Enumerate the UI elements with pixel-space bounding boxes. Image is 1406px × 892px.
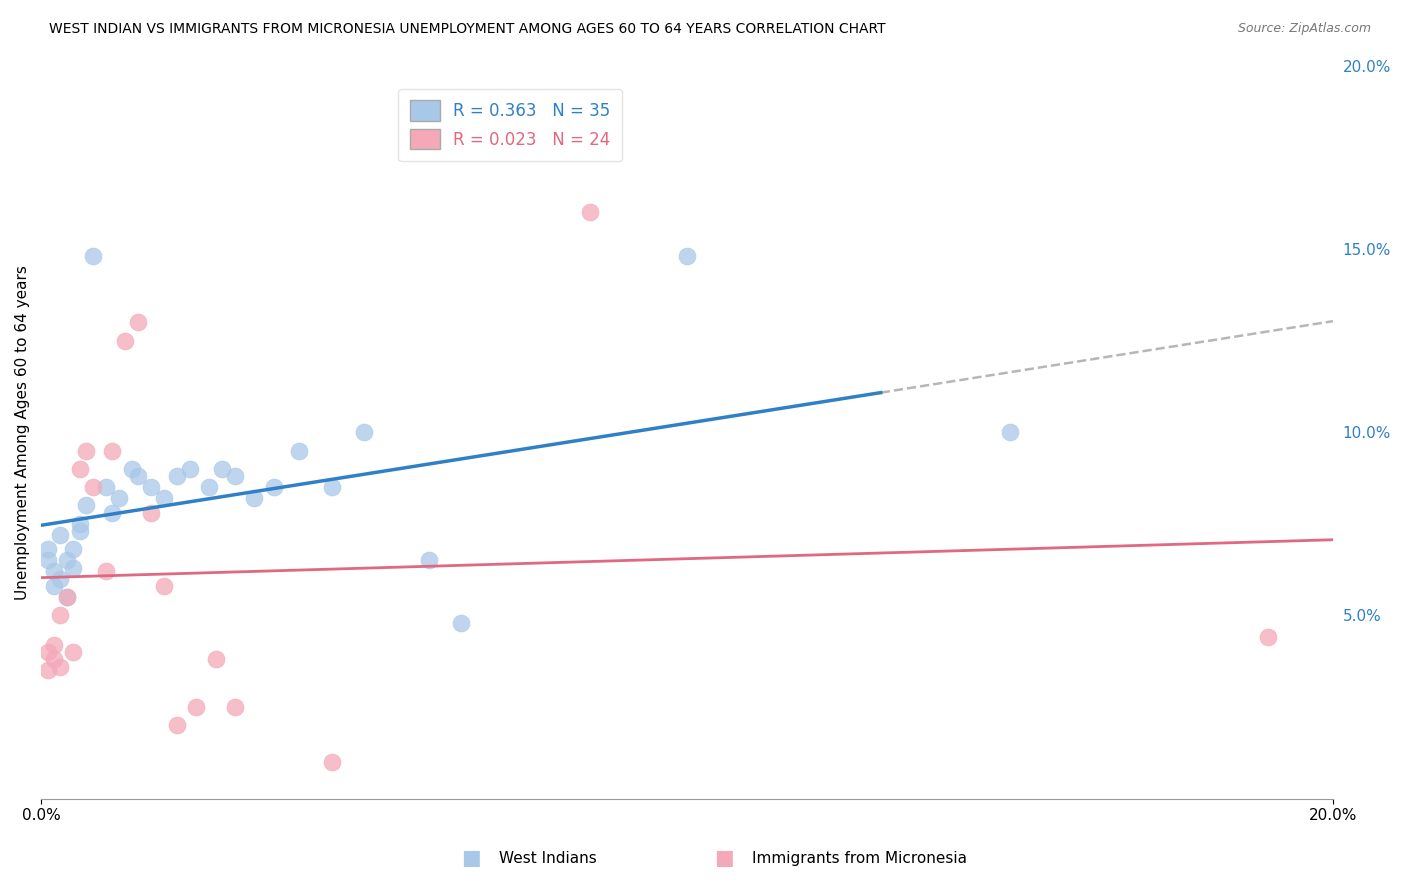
Point [62, 645, 84, 659]
Point [224, 469, 246, 483]
Point [579, 205, 602, 219]
Point [42, 652, 65, 666]
Point [450, 615, 472, 630]
Text: Source: ZipAtlas.com: Source: ZipAtlas.com [1237, 22, 1371, 36]
Legend: R = 0.363   N = 35, R = 0.023   N = 24: R = 0.363 N = 35, R = 0.023 N = 24 [398, 88, 621, 161]
Point [198, 480, 221, 494]
Point [418, 553, 440, 567]
Point [42, 565, 65, 579]
Point [998, 425, 1021, 440]
Point [56, 590, 79, 604]
Point [288, 443, 311, 458]
Point [166, 469, 188, 483]
Point [101, 506, 124, 520]
Point [139, 506, 162, 520]
Point [37, 553, 59, 567]
Point [69, 462, 91, 476]
Point [62, 561, 84, 575]
Point [49, 572, 72, 586]
Point [211, 462, 233, 476]
Point [94, 565, 117, 579]
Point [82, 249, 104, 263]
Point [127, 315, 149, 329]
Text: ■: ■ [461, 848, 481, 868]
Point [94, 480, 117, 494]
Point [42, 638, 65, 652]
Y-axis label: Unemployment Among Ages 60 to 64 years: Unemployment Among Ages 60 to 64 years [15, 265, 30, 599]
Point [49, 660, 72, 674]
Point [676, 249, 699, 263]
Text: WEST INDIAN VS IMMIGRANTS FROM MICRONESIA UNEMPLOYMENT AMONG AGES 60 TO 64 YEARS: WEST INDIAN VS IMMIGRANTS FROM MICRONESI… [49, 22, 886, 37]
Point [184, 700, 207, 714]
Point [107, 491, 129, 505]
Point [69, 524, 91, 538]
Point [49, 608, 72, 623]
Point [56, 553, 79, 567]
Point [204, 652, 226, 666]
Point [179, 462, 201, 476]
Point [37, 542, 59, 557]
Point [37, 645, 59, 659]
Point [321, 480, 343, 494]
Text: ■: ■ [714, 848, 734, 868]
Point [37, 664, 59, 678]
Text: West Indians: West Indians [499, 851, 598, 865]
Point [75, 499, 97, 513]
Point [121, 462, 143, 476]
Point [153, 491, 176, 505]
Point [139, 480, 162, 494]
Point [56, 590, 79, 604]
Text: Immigrants from Micronesia: Immigrants from Micronesia [752, 851, 967, 865]
Point [243, 491, 266, 505]
Point [69, 516, 91, 531]
Point [62, 542, 84, 557]
Point [263, 480, 285, 494]
Point [114, 334, 136, 348]
Point [321, 755, 343, 769]
Point [75, 443, 97, 458]
Point [166, 718, 188, 732]
Point [101, 443, 124, 458]
Point [224, 700, 246, 714]
Point [42, 579, 65, 593]
Point [127, 469, 149, 483]
Point [82, 480, 104, 494]
Point [49, 528, 72, 542]
Point [1257, 631, 1279, 645]
Point [153, 579, 176, 593]
Point [353, 425, 375, 440]
